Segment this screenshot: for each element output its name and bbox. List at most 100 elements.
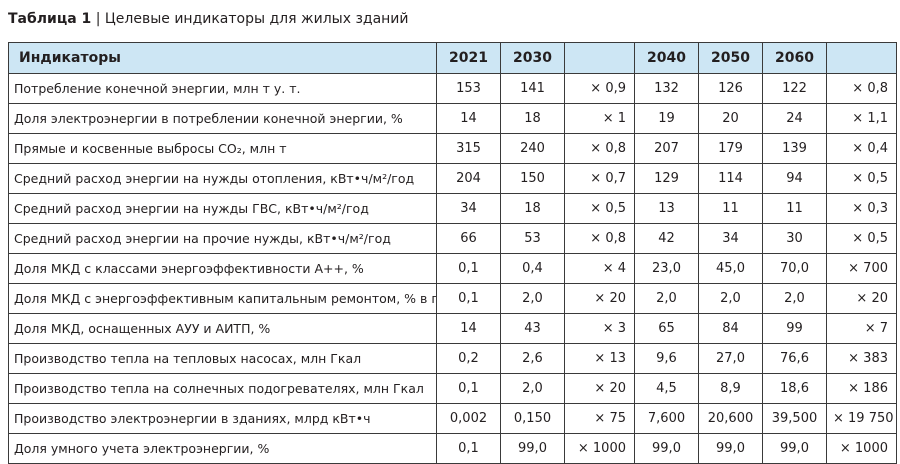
multiplier-cell: × 1000 <box>826 433 897 464</box>
value-cell: 0,1 <box>436 283 501 314</box>
value-cell: 99 <box>762 313 827 344</box>
multiplier-cell: × 1000 <box>564 433 635 464</box>
multiplier-cell: × 383 <box>826 343 897 374</box>
header-year-2050: 2050 <box>698 42 763 74</box>
value-cell: 2,0 <box>500 373 565 404</box>
value-cell: 70,0 <box>762 253 827 284</box>
value-cell: 53 <box>500 223 565 254</box>
multiplier-cell: × 0,7 <box>564 163 635 194</box>
indicators-table: Индикаторы 2021 2030 2040 2050 2060 Потреблен… <box>8 42 897 464</box>
header-year-2030: 2030 <box>500 42 565 74</box>
value-cell: 94 <box>762 163 827 194</box>
value-cell: 27,0 <box>698 343 763 374</box>
value-cell: 4,5 <box>634 373 699 404</box>
value-cell: 14 <box>436 103 501 134</box>
value-cell: 19 <box>634 103 699 134</box>
value-cell: 129 <box>634 163 699 194</box>
indicator-name: Доля умного учета электроэнергии, % <box>8 433 437 464</box>
value-cell: 8,9 <box>698 373 763 404</box>
table-row: Средний расход энергии на прочие нужды, … <box>8 223 897 254</box>
value-cell: 0,1 <box>436 433 501 464</box>
value-cell: 99,0 <box>634 433 699 464</box>
table-row: Доля МКД, оснащенных АУУ и АИТП, % 14 43 × … <box>8 313 897 344</box>
indicator-name: Производство электроэнергии в зданиях, м… <box>8 403 437 434</box>
caption-separator: | <box>95 11 101 27</box>
value-cell: 65 <box>634 313 699 344</box>
value-cell: 141 <box>500 73 565 104</box>
multiplier-cell: × 20 <box>826 283 897 314</box>
table-caption: Таблица 1 | Целевые индикаторы для жилых… <box>8 10 409 28</box>
table-row: Производство тепла на солнечных подогрев… <box>8 373 897 404</box>
multiplier-cell: × 0,8 <box>564 223 635 254</box>
table-row: Производство тепла на тепловых насосах, … <box>8 343 897 374</box>
value-cell: 2,6 <box>500 343 565 374</box>
value-cell: 126 <box>698 73 763 104</box>
table-row: Потребление конечной энергии, млн т у. т… <box>8 73 897 104</box>
value-cell: 20,600 <box>698 403 763 434</box>
multiplier-cell: × 3 <box>564 313 635 344</box>
value-cell: 0,002 <box>436 403 501 434</box>
table-row: Доля МКД с энергоэффективным капитальным… <box>8 283 897 314</box>
value-cell: 39,500 <box>762 403 827 434</box>
multiplier-cell: × 0,3 <box>826 193 897 224</box>
value-cell: 240 <box>500 133 565 164</box>
value-cell: 0,4 <box>500 253 565 284</box>
indicator-name: Производство тепла на солнечных подогрев… <box>8 373 437 404</box>
multiplier-cell: × 20 <box>564 373 635 404</box>
value-cell: 9,6 <box>634 343 699 374</box>
multiplier-cell: × 13 <box>564 343 635 374</box>
value-cell: 2,0 <box>698 283 763 314</box>
value-cell: 99,0 <box>500 433 565 464</box>
multiplier-cell: × 0,4 <box>826 133 897 164</box>
header-row: Индикаторы 2021 2030 2040 2050 2060 <box>8 42 897 74</box>
header-year-2040: 2040 <box>634 42 699 74</box>
table-row: Доля МКД с классами энергоэффективности … <box>8 253 897 284</box>
indicator-name: Доля МКД с классами энергоэффективности … <box>8 253 437 284</box>
value-cell: 66 <box>436 223 501 254</box>
multiplier-cell: × 0,5 <box>564 193 635 224</box>
value-cell: 20 <box>698 103 763 134</box>
indicator-name: Потребление конечной энергии, млн т у. т… <box>8 73 437 104</box>
value-cell: 45,0 <box>698 253 763 284</box>
indicator-name: Доля МКД с энергоэффективным капитальным… <box>8 283 437 314</box>
value-cell: 0,150 <box>500 403 565 434</box>
value-cell: 11 <box>698 193 763 224</box>
value-cell: 2,0 <box>500 283 565 314</box>
multiplier-cell: × 1,1 <box>826 103 897 134</box>
value-cell: 0,2 <box>436 343 501 374</box>
header-year-2060: 2060 <box>762 42 827 74</box>
value-cell: 14 <box>436 313 501 344</box>
indicator-name: Производство тепла на тепловых насосах, … <box>8 343 437 374</box>
indicator-name: Средний расход энергии на прочие нужды, … <box>8 223 437 254</box>
indicator-name: Средний расход энергии на нужды ГВС, кВт… <box>8 193 437 224</box>
value-cell: 99,0 <box>698 433 763 464</box>
multiplier-cell: × 0,8 <box>564 133 635 164</box>
caption-title: Целевые индикаторы для жилых зданий <box>104 11 409 27</box>
table-body: Потребление конечной энергии, млн т у. т… <box>8 73 897 464</box>
value-cell: 153 <box>436 73 501 104</box>
value-cell: 139 <box>762 133 827 164</box>
multiplier-cell: × 7 <box>826 313 897 344</box>
value-cell: 76,6 <box>762 343 827 374</box>
value-cell: 84 <box>698 313 763 344</box>
multiplier-cell: × 0,5 <box>826 163 897 194</box>
value-cell: 179 <box>698 133 763 164</box>
value-cell: 0,1 <box>436 373 501 404</box>
value-cell: 34 <box>436 193 501 224</box>
indicator-name: Доля МКД, оснащенных АУУ и АИТП, % <box>8 313 437 344</box>
value-cell: 18 <box>500 193 565 224</box>
table-header: Индикаторы 2021 2030 2040 2050 2060 <box>8 42 897 74</box>
value-cell: 150 <box>500 163 565 194</box>
table-row: Прямые и косвенные выбросы CO₂, млн т 315… <box>8 133 897 164</box>
value-cell: 43 <box>500 313 565 344</box>
value-cell: 315 <box>436 133 501 164</box>
value-cell: 204 <box>436 163 501 194</box>
value-cell: 13 <box>634 193 699 224</box>
value-cell: 114 <box>698 163 763 194</box>
value-cell: 18,6 <box>762 373 827 404</box>
value-cell: 7,600 <box>634 403 699 434</box>
header-year-2021: 2021 <box>436 42 501 74</box>
value-cell: 207 <box>634 133 699 164</box>
table-row: Доля электроэнергии в потреблении конечн… <box>8 103 897 134</box>
value-cell: 24 <box>762 103 827 134</box>
